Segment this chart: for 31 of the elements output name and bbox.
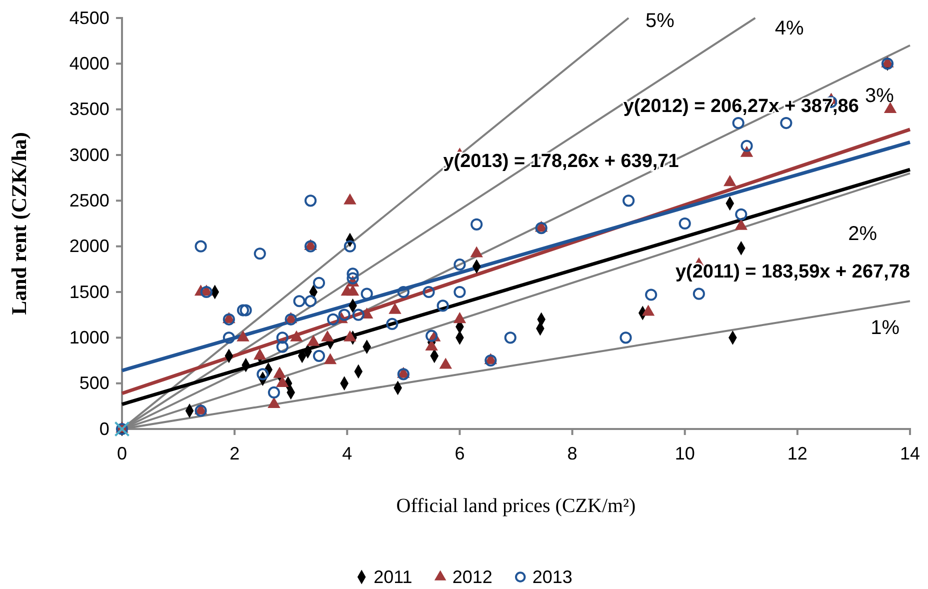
y-tick-label: 4000 [69,53,110,74]
annotation: y(2012) = 206,27x + 387,86 [623,96,859,118]
x-tick-label: 12 [787,444,808,464]
x-tick-label: 4 [342,444,352,464]
annotation: y(2011) = 183,59x + 267,78 [675,261,910,282]
y-tick-label: 3000 [69,144,110,165]
y-tick-label: 2000 [69,236,110,256]
y-axis-title: Land rent (CZK/ha) [7,132,31,315]
x-tick-label: 14 [900,444,920,464]
x-tick-label: 0 [116,444,128,464]
x-axis-title: Official land prices (CZK/m²) [396,495,636,517]
legend-label: 2013 [532,567,572,587]
series-label: 1% [870,317,900,340]
y-tick-label: 4500 [69,8,110,28]
x-tick-label: 10 [674,444,695,464]
x-tick-label: 8 [567,444,578,464]
legend-label: 2012 [452,567,492,587]
y-tick-label: 2500 [69,190,110,210]
series-label: 4% [774,17,804,40]
x-tick-label: 2 [230,444,240,464]
x-tick-label: 6 [454,444,465,464]
y-tick-label: 1500 [69,282,110,302]
series-label: 2% [848,222,878,245]
annotation: y(2013) = 178,26x + 639,71 [443,150,680,172]
series-label: 3% [864,85,894,108]
series-label: 5% [645,10,675,32]
y-tick-label: 0 [99,418,110,439]
y-tick-label: 500 [79,373,110,394]
y-tick-label: 3500 [69,99,110,120]
y-tick-label: 1000 [69,327,110,348]
legend-label: 2011 [374,567,412,587]
